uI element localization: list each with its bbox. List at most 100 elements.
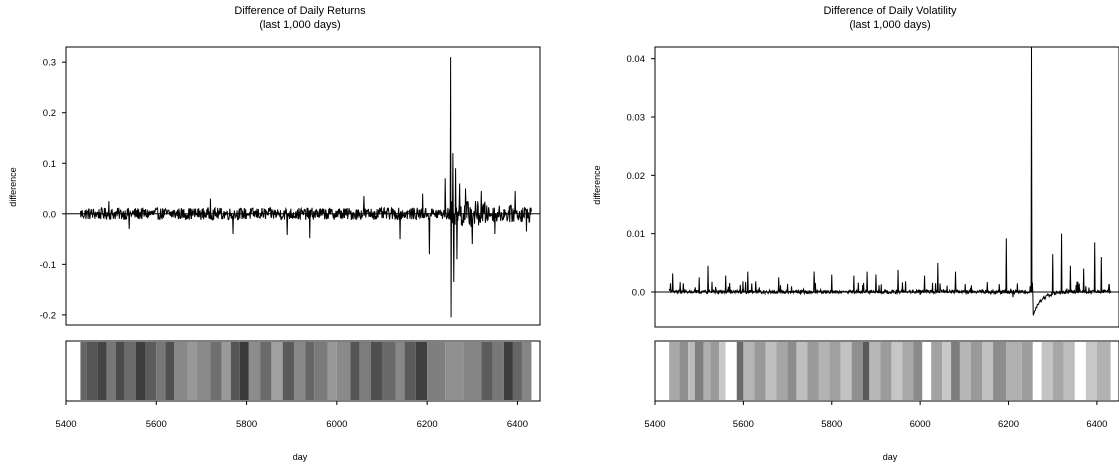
returns-regime-segment (463, 342, 482, 400)
returns-regime-bar (80, 342, 532, 400)
returns-x-tick-label: 6000 (326, 419, 347, 430)
volatility-regime-segment (951, 342, 960, 400)
returns-regime-frame (65, 340, 541, 402)
volatility-regime-segment (913, 342, 923, 400)
volatility-x-tick-label: 5600 (733, 419, 754, 430)
returns-regime-segment (97, 342, 107, 400)
volatility-regime-segment (922, 342, 932, 400)
returns-regime-segment (395, 342, 405, 400)
returns-regime-segment (221, 342, 231, 400)
volatility-regime-segment (851, 342, 863, 400)
volatility-regime-segment (1096, 342, 1111, 400)
returns-ylabel: difference (8, 167, 18, 206)
returns-regime-segment (336, 342, 351, 400)
returns-regime-segment (427, 342, 446, 400)
returns-x-axis: 5400 5600 5800 6000 6200 6400 (55, 401, 528, 430)
volatility-panel: Difference of Daily Volatility (last 1,0… (592, 5, 1119, 462)
returns-regime-segment (350, 342, 360, 400)
returns-y-tick-label: 0.0 (43, 209, 56, 220)
returns-regime-segment (210, 342, 222, 400)
volatility-y-tick-label: 0.02 (627, 171, 646, 182)
volatility-regime-segment (776, 342, 788, 400)
returns-regime-segment (106, 342, 116, 400)
volatility-regime-segment (1041, 342, 1053, 400)
returns-regime-segment (115, 342, 125, 400)
volatility-regime-segment (754, 342, 766, 400)
volatility-regime-segment (1006, 342, 1022, 400)
volatility-x-tick-label: 6000 (910, 419, 931, 430)
volatility-series-line (668, 47, 1112, 316)
returns-y-tick-label: 0.2 (43, 108, 56, 119)
volatility-x-tick-label: 6400 (1086, 419, 1107, 430)
returns-plot-frame (65, 46, 541, 326)
returns-regime-segment (415, 342, 428, 400)
returns-regime-segment (492, 342, 504, 400)
volatility-x-tick-label: 5800 (821, 419, 842, 430)
volatility-regime-segment (959, 342, 971, 400)
returns-xlabel: day (293, 452, 308, 462)
returns-regime-segment (305, 342, 315, 400)
returns-x-tick-label: 6400 (507, 419, 528, 430)
returns-y-tick-label: -0.1 (40, 260, 56, 271)
volatility-title: Difference of Daily Volatility (823, 5, 957, 17)
volatility-regime-segment (725, 342, 737, 400)
returns-regime-segment (248, 342, 261, 400)
volatility-regime-segment (796, 342, 808, 400)
volatility-regime-segment (1032, 342, 1042, 400)
returns-regime-segment (404, 342, 416, 400)
returns-y-tick-label: 0.3 (43, 58, 56, 69)
returns-regime-segment (512, 342, 522, 400)
volatility-regime-segment (818, 342, 830, 400)
volatility-regime-segment (765, 342, 777, 400)
returns-y-tick-label: 0.1 (43, 159, 56, 170)
volatility-x-axis: 5400 5600 5800 6000 6200 6400 (644, 401, 1107, 430)
volatility-regime-segment (807, 342, 819, 400)
volatility-regime-segment (902, 342, 914, 400)
returns-x-tick-label: 5800 (236, 419, 257, 430)
returns-regime-segment (187, 342, 197, 400)
returns-regime-segment (80, 342, 87, 400)
returns-subtitle: (last 1,000 days) (259, 19, 340, 31)
returns-regime-segment (86, 342, 98, 400)
returns-regime-segment (230, 342, 240, 400)
volatility-plot-frame (654, 46, 1119, 328)
returns-regime-segment (282, 342, 294, 400)
returns-regime-segment (445, 342, 464, 400)
volatility-x-tick-label: 6200 (998, 419, 1019, 430)
returns-regime-segment (239, 342, 249, 400)
volatility-regime-segment (993, 342, 1007, 400)
returns-regime-segment (196, 342, 211, 400)
returns-regime-segment (124, 342, 136, 400)
returns-regime-segment (156, 342, 166, 400)
volatility-regime-segment (669, 342, 680, 400)
volatility-regime-segment (982, 342, 994, 400)
returns-regime-segment (503, 342, 513, 400)
returns-regime-segment (370, 342, 382, 400)
volatility-regime-segment (694, 342, 704, 400)
volatility-regime-segment (688, 342, 695, 400)
volatility-regime-segment (931, 342, 943, 400)
volatility-regime-segment (736, 342, 744, 400)
volatility-regime-segment (787, 342, 797, 400)
volatility-y-tick-label: 0.01 (627, 229, 646, 240)
returns-x-tick-label: 5600 (146, 419, 167, 430)
volatility-regime-segment (942, 342, 952, 400)
returns-regime-segment (382, 342, 396, 400)
returns-regime-segment (174, 342, 188, 400)
returns-series (66, 57, 540, 318)
returns-regime-segment (327, 342, 337, 400)
volatility-regime-segment (1063, 342, 1075, 400)
volatility-regime-segment (1085, 342, 1097, 400)
volatility-regime-segment (1052, 342, 1064, 400)
volatility-regime-segment (703, 342, 711, 400)
volatility-y-axis: 0.0 0.01 0.02 0.03 0.04 (627, 54, 655, 299)
volatility-regime-segment (891, 342, 903, 400)
volatility-series (655, 47, 1119, 316)
returns-regime-segment (135, 342, 145, 400)
volatility-regime-segment (880, 342, 892, 400)
returns-regime-segment (145, 342, 157, 400)
volatility-regime-segment (840, 342, 852, 400)
returns-regime-segment (314, 342, 328, 400)
volatility-regime-segment (719, 342, 726, 400)
volatility-regime-segment (829, 342, 841, 400)
